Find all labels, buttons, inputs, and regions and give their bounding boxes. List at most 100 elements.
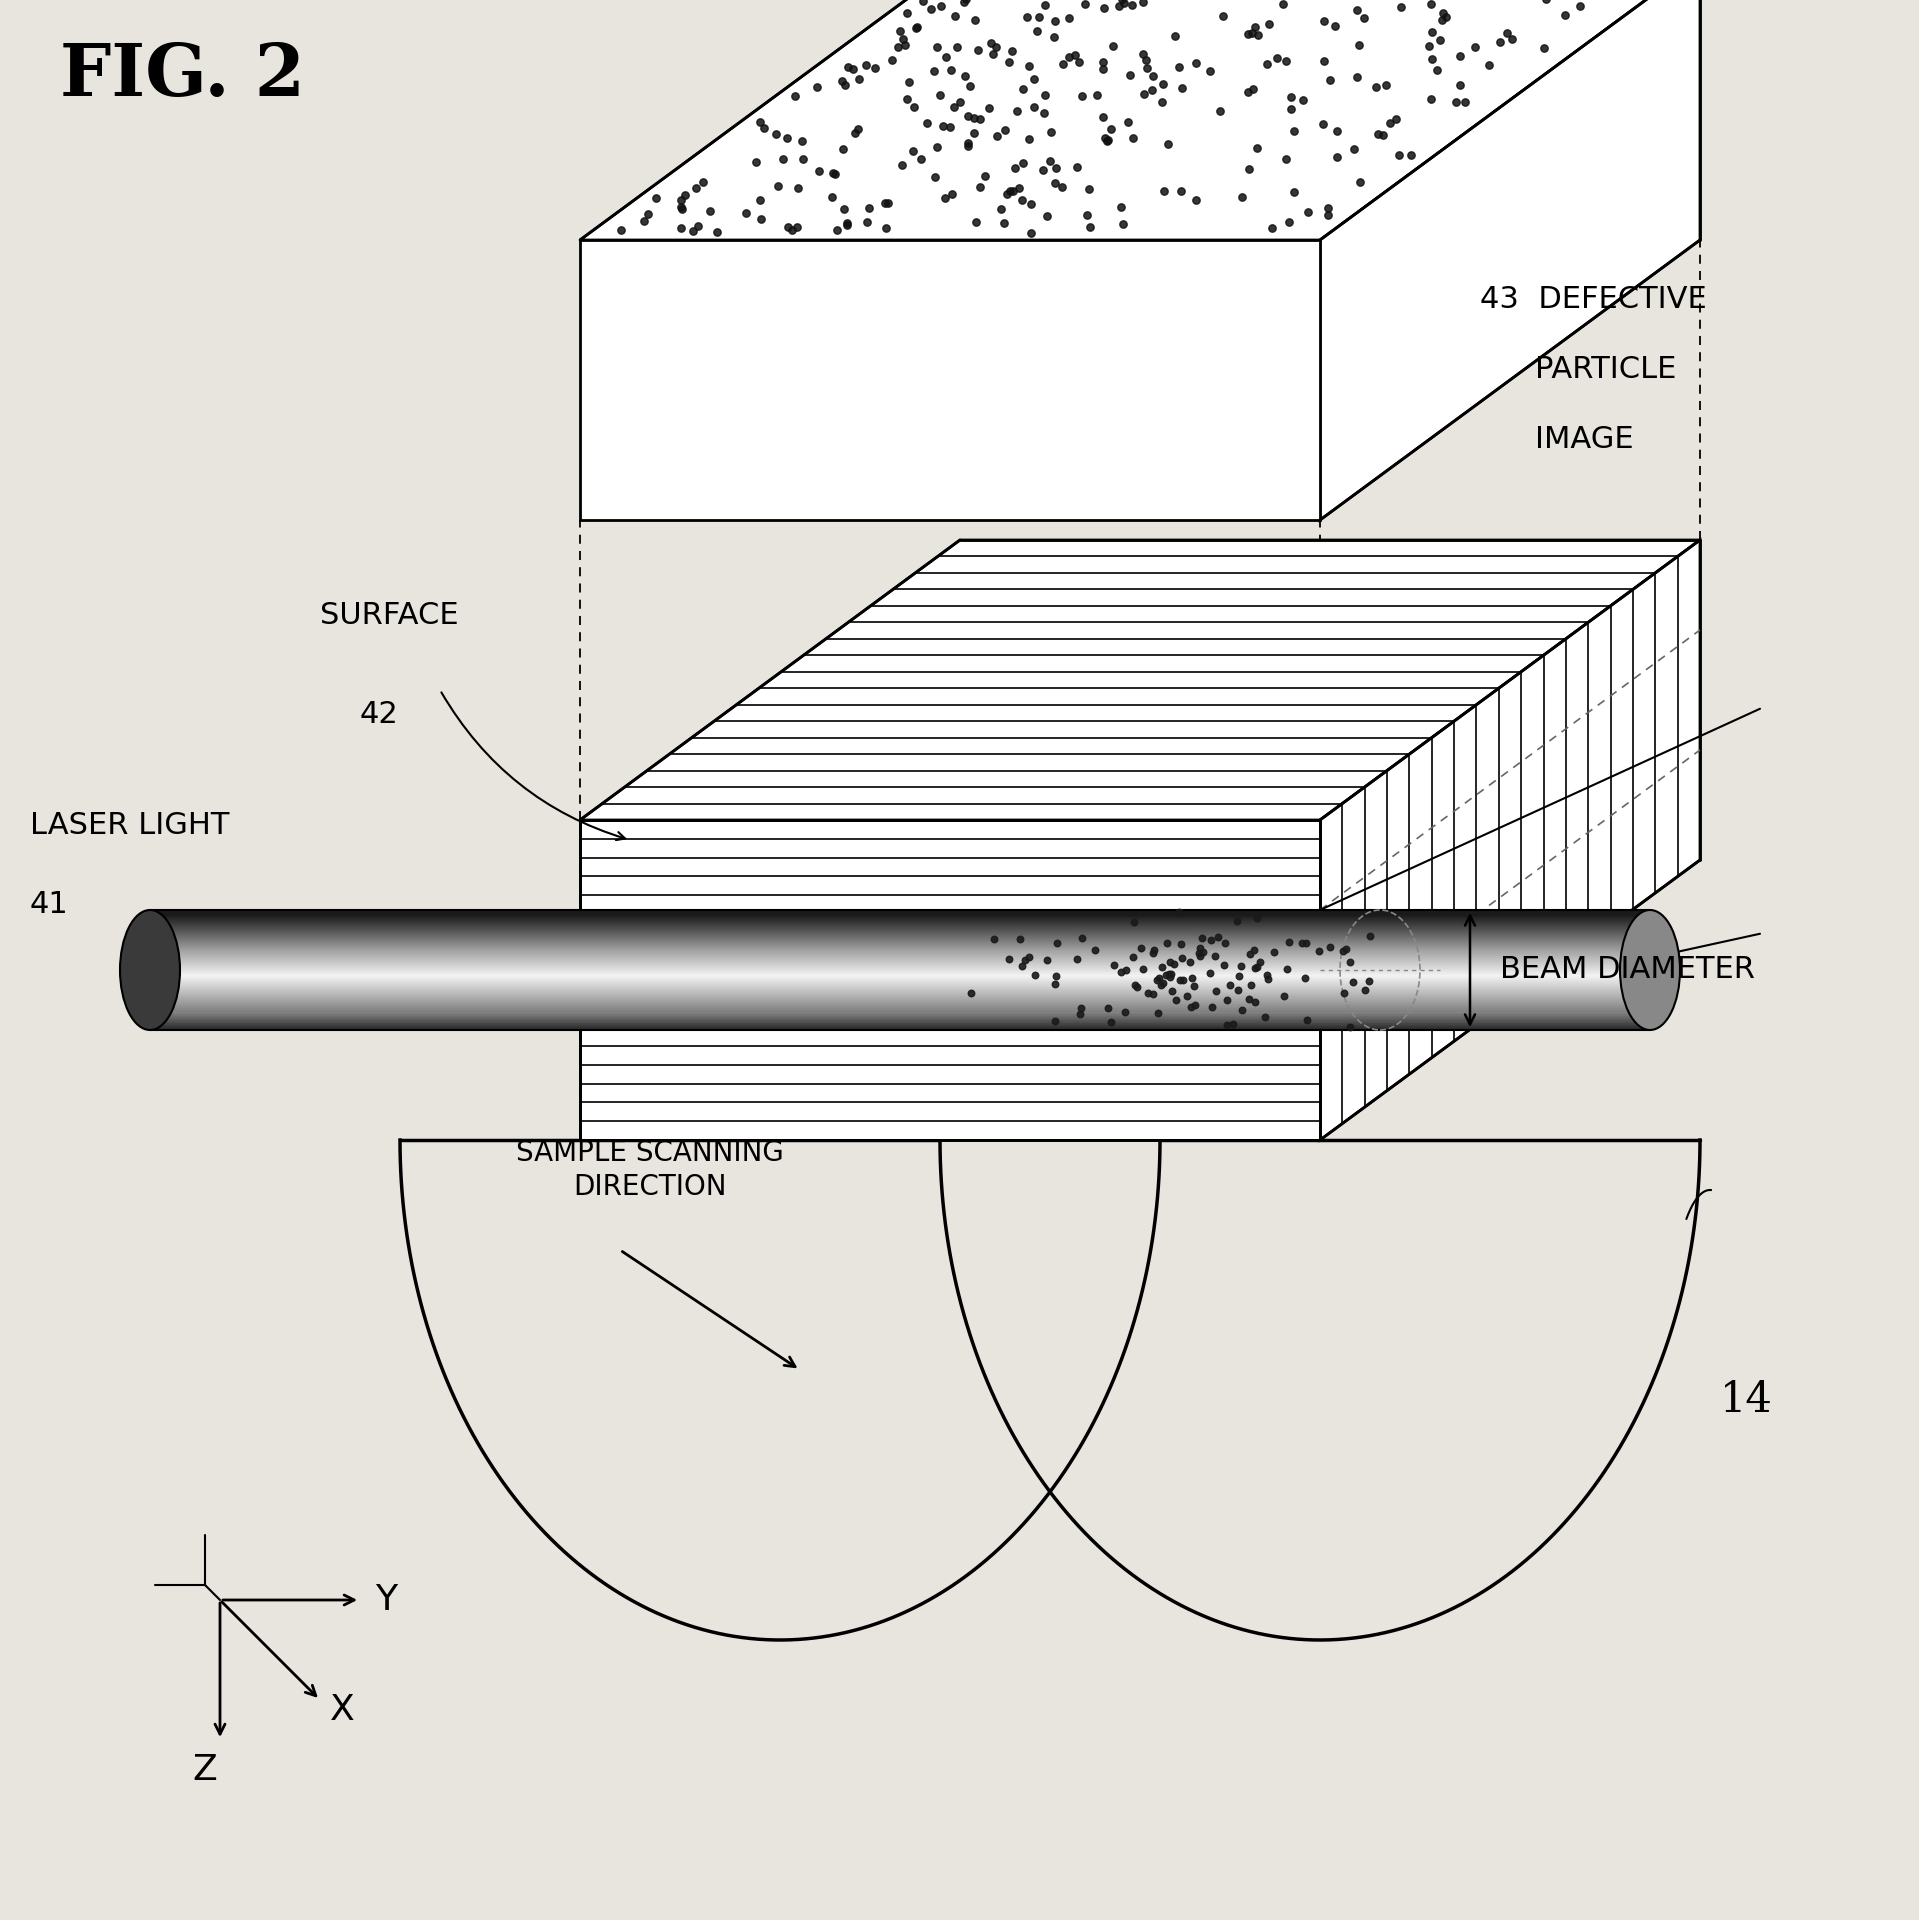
- Point: [1105, 192, 1136, 223]
- Point: [1384, 140, 1414, 171]
- Ellipse shape: [121, 910, 180, 1029]
- Point: [998, 175, 1029, 205]
- Point: [956, 977, 986, 1008]
- Text: 14: 14: [1719, 1379, 1773, 1421]
- Point: [1309, 6, 1339, 36]
- Point: [1197, 993, 1228, 1023]
- Point: [839, 117, 869, 148]
- Text: LASER LIGHT: LASER LIGHT: [31, 810, 230, 841]
- Point: [1416, 0, 1447, 19]
- Point: [1149, 177, 1180, 207]
- Point: [1031, 0, 1061, 21]
- Point: [908, 0, 938, 17]
- Point: [1362, 119, 1393, 150]
- Point: [1180, 48, 1211, 79]
- Point: [1483, 27, 1514, 58]
- Point: [1117, 941, 1148, 972]
- Point: [1222, 973, 1253, 1004]
- Point: [1322, 142, 1353, 173]
- Polygon shape: [580, 240, 1320, 520]
- Point: [894, 67, 925, 98]
- Point: [1054, 42, 1084, 73]
- Point: [1019, 63, 1050, 94]
- Point: [1096, 1006, 1126, 1037]
- Point: [802, 71, 833, 102]
- Text: Z: Z: [192, 1753, 217, 1788]
- Point: [666, 184, 697, 215]
- Point: [1119, 906, 1149, 937]
- Point: [898, 92, 929, 123]
- Point: [981, 121, 1011, 152]
- Point: [969, 161, 1000, 192]
- Point: [1038, 21, 1069, 52]
- Point: [1061, 943, 1092, 973]
- Point: [1007, 148, 1038, 179]
- Point: [1096, 113, 1126, 144]
- Text: FIG. 2: FIG. 2: [59, 40, 305, 111]
- Point: [1159, 21, 1190, 52]
- Point: [1163, 897, 1194, 927]
- Point: [1188, 937, 1219, 968]
- Point: [1451, 86, 1481, 117]
- Point: [1278, 115, 1309, 146]
- Point: [936, 54, 967, 84]
- Text: BEAM DIAMETER: BEAM DIAMETER: [1501, 956, 1756, 985]
- Point: [1253, 964, 1284, 995]
- Point: [827, 65, 858, 96]
- Point: [781, 211, 812, 242]
- Point: [890, 0, 921, 29]
- Point: [1426, 25, 1457, 56]
- Point: [919, 161, 950, 192]
- Point: [1242, 132, 1272, 163]
- Point: [950, 0, 981, 13]
- Point: [1261, 42, 1291, 73]
- Point: [960, 102, 990, 132]
- Point: [940, 0, 971, 31]
- Point: [748, 113, 779, 144]
- Point: [1130, 44, 1161, 75]
- Point: [1293, 196, 1324, 227]
- Text: SURFACE: SURFACE: [320, 601, 459, 630]
- Point: [787, 144, 817, 175]
- Point: [1148, 968, 1178, 998]
- Point: [994, 945, 1025, 975]
- Point: [687, 167, 718, 198]
- Point: [1491, 17, 1522, 48]
- Point: [1422, 54, 1453, 84]
- Point: [1029, 154, 1059, 184]
- Point: [1474, 50, 1504, 81]
- Point: [773, 211, 804, 242]
- Point: [944, 86, 975, 117]
- Point: [1155, 947, 1186, 977]
- Point: [1167, 943, 1197, 973]
- Point: [1184, 933, 1215, 964]
- Point: [1040, 6, 1071, 36]
- Point: [1073, 173, 1103, 204]
- Point: [829, 194, 860, 225]
- Point: [1138, 60, 1169, 90]
- Point: [1019, 92, 1050, 123]
- Point: [900, 12, 931, 42]
- Point: [1107, 0, 1138, 13]
- Point: [839, 54, 869, 84]
- Point: [1034, 146, 1065, 177]
- Point: [606, 215, 637, 246]
- Point: [1088, 46, 1119, 77]
- Point: [1416, 84, 1447, 115]
- Point: [990, 115, 1021, 146]
- Point: [961, 207, 992, 238]
- Point: [695, 196, 725, 227]
- Polygon shape: [580, 0, 1700, 240]
- Point: [1251, 960, 1282, 991]
- Point: [1128, 38, 1159, 69]
- Point: [1234, 77, 1265, 108]
- Point: [1244, 19, 1274, 50]
- Point: [779, 81, 810, 111]
- Point: [961, 35, 992, 65]
- Point: [1109, 0, 1140, 17]
- Point: [641, 182, 672, 213]
- Point: [1036, 117, 1067, 148]
- Point: [1090, 123, 1121, 154]
- Point: [1499, 0, 1529, 4]
- Point: [960, 6, 990, 36]
